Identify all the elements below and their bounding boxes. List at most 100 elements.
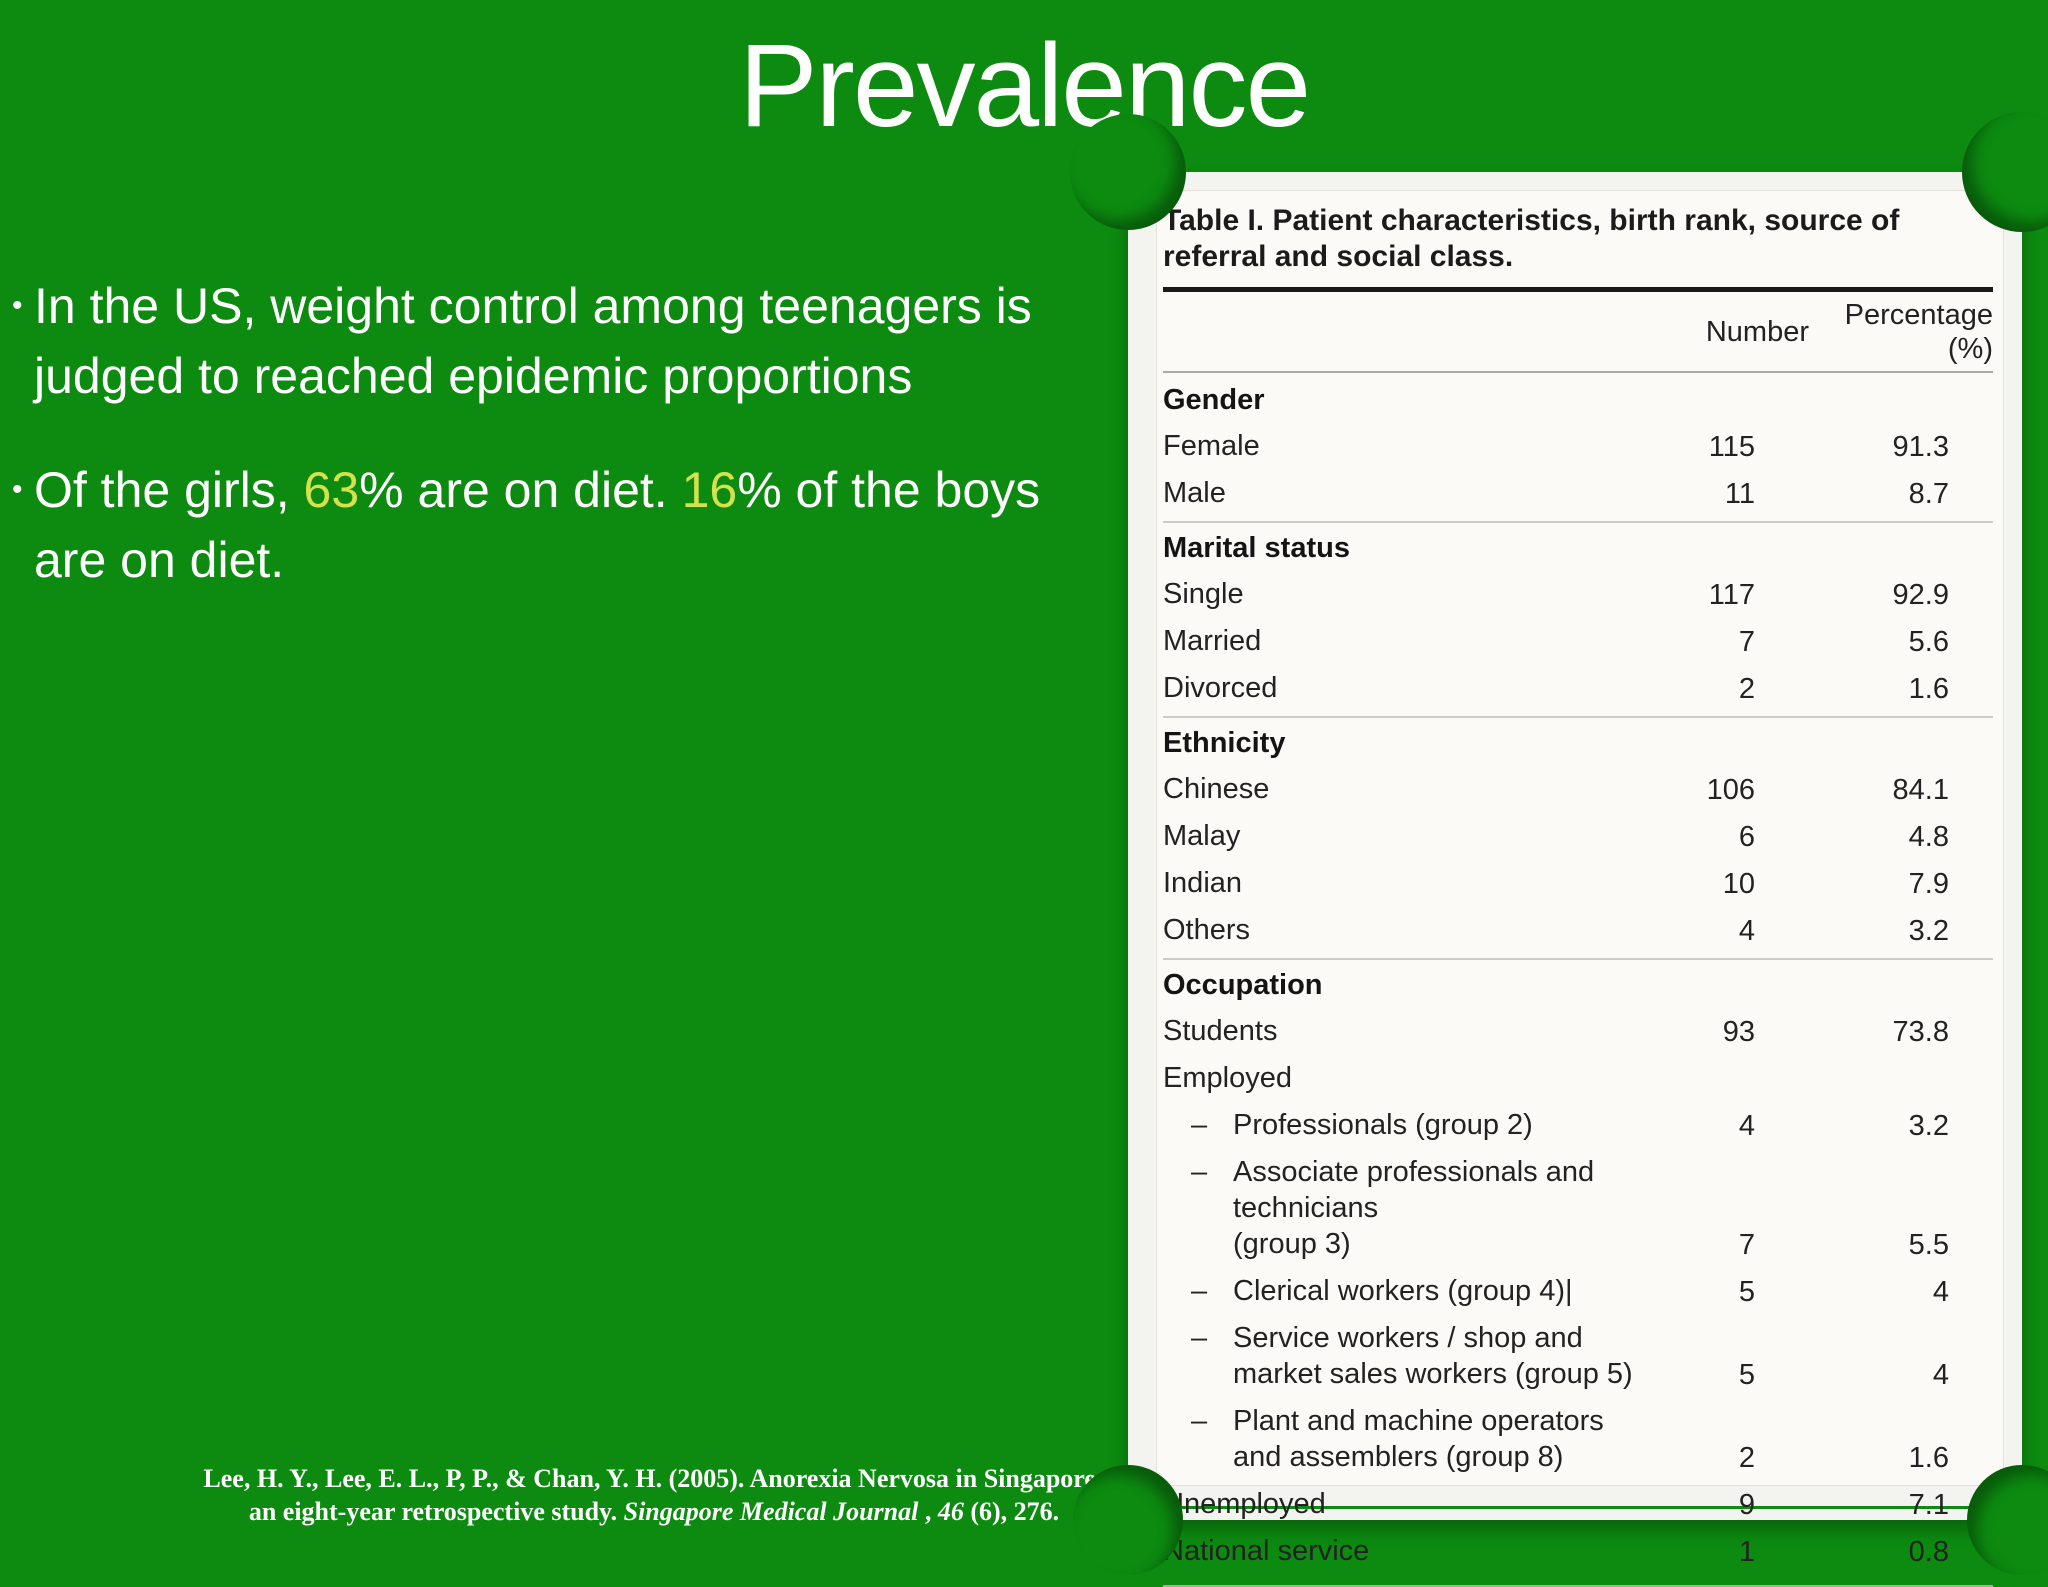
row-percentage: 8.7 [1908,478,1949,510]
row-label: Female [1163,430,1260,462]
row-number: 10 [1722,868,1755,900]
row-percentage: 91.3 [1892,431,1949,463]
row-label-line2: and assemblers (group 8) [1233,1441,1564,1473]
bullet-item-2: • Of the girls, 63% are on diet. 16% of … [12,455,1112,595]
row-number: 7 [1738,626,1755,658]
table-row: Male 11 8.7 [1163,470,1993,517]
curled-corner-top-right [1962,112,2048,232]
row-percentage: 73.8 [1892,1016,1949,1048]
curled-corner-bottom-left [1073,1465,1183,1575]
section-ethnicity: Ethnicity Chinese 106 84.1 Malay 6 4.8 I… [1163,716,1993,958]
row-number: 1 [1738,1536,1755,1568]
table-row: Married 7 5.6 [1163,618,1993,665]
row-percentage: 7.9 [1908,868,1949,900]
table-row: Chinese 106 84.1 [1163,766,1993,813]
bullet2-post: % of the boys are on diet. [34,462,1041,588]
table-row: Unemployed 9 7.1 [1163,1481,1993,1528]
row-percentage: 4.8 [1908,821,1949,853]
row-number: 5 [1738,1359,1755,1391]
page-title: Prevalence [738,20,1311,152]
section-header: Marital status [1163,532,1350,564]
row-label-line1: Associate professionals and technicians [1233,1156,1595,1224]
row-label: Students [1163,1015,1278,1047]
citation-line2-pre: an eight-year retrospective study. [248,1497,624,1526]
section-header: Gender [1163,384,1265,416]
row-percentage: 92.9 [1892,579,1949,611]
row-label: Plant and machine operators and assembler… [1233,1403,1651,1475]
table-row: – Service workers / shop and market sales… [1163,1315,1993,1398]
bullet-text: In the US, weight control among teenager… [34,278,1032,404]
row-number: 2 [1738,673,1755,705]
row-number: 5 [1738,1276,1755,1308]
row-number: 117 [1708,579,1755,611]
row-label: Malay [1163,820,1241,852]
frame-bottom-line [1140,1506,2010,1509]
row-label: National service [1163,1535,1370,1567]
row-number: 115 [1708,431,1755,463]
row-number: 9 [1738,1489,1755,1521]
dash-icon: – [1191,1156,1208,1188]
row-percentage: 1.6 [1908,1442,1949,1474]
row-percentage: 84.1 [1892,774,1949,806]
section-header: Occupation [1163,969,1323,1001]
table-figure: Table I. Patient characteristics, birth … [1070,112,2048,1587]
citation-line1: Lee, H. Y., Lee, E. L., P, P., & Chan, Y… [203,1464,1105,1493]
row-label: Chinese [1163,773,1270,805]
citation-line2: an eight-year retrospective study. Singa… [249,1497,1059,1526]
citation-line2-post: (6), 276. [963,1497,1060,1526]
dash-icon: – [1191,1109,1208,1141]
table-row: – Clerical workers (group 4)| 5 4 [1163,1268,1993,1315]
row-percentage: 4 [1932,1276,1949,1308]
highlight-girls-pct: 63 [303,462,360,518]
dash-icon: – [1191,1405,1208,1437]
bullet2-mid: % are on diet. [359,462,682,518]
citation-journal: Singapore Medical Journal [623,1497,919,1526]
row-label: Service workers / shop and market sales w… [1233,1320,1651,1392]
section-gender: Gender Female 115 91.3 Male 11 8.7 [1163,373,1993,521]
bullet-list: • In the US, weight control among teenag… [12,271,1112,595]
row-percentage: 5.6 [1908,626,1949,658]
bullet-item-1: • In the US, weight control among teenag… [12,271,1112,411]
table-row: Others 4 3.2 [1163,907,1993,954]
table-row: Female 115 91.3 [1163,423,1993,470]
table-row: Indian 10 7.9 [1163,860,1993,907]
rule-thin [1163,371,1993,373]
row-label: Employed [1163,1062,1292,1094]
row-label: Male [1163,477,1226,509]
row-label: Indian [1163,867,1243,899]
table-row: Students 93 73.8 [1163,1008,1993,1055]
row-percentage: 1.6 [1908,673,1949,705]
row-label-line1: Service workers / shop and [1233,1322,1583,1354]
column-header-percentage: Percentage (%) [1844,299,1993,365]
table-row: Single 117 92.9 [1163,571,1993,618]
highlight-boys-pct: 16 [681,462,738,518]
row-label: Associate professionals and technicians (… [1233,1154,1651,1262]
row-label: Unemployed [1163,1488,1326,1520]
bullet-icon: • [12,473,23,506]
row-label: Married [1163,625,1262,657]
row-number: 7 [1738,1229,1755,1261]
row-percentage: 3.2 [1908,915,1949,947]
section-occupation: Occupation Students 93 73.8 Employed – P… [1163,958,1993,1579]
bullet-text: Of the girls, 63% are on diet. 16% of th… [34,455,1112,595]
rule-thick [1163,287,1993,292]
row-number: 11 [1724,478,1755,510]
table-row: – Professionals (group 2) 4 3.2 [1163,1102,1993,1149]
row-percentage: 3.2 [1908,1110,1949,1142]
row-label-line2: (group 3) [1233,1228,1351,1260]
dash-icon: – [1191,1275,1208,1307]
section-marital-status: Marital status Single 117 92.9 Married 7… [1163,521,1993,716]
column-header-number: Number [1705,316,1809,348]
curled-corner-top-left [1070,114,1186,230]
citation-line2-mid: , [918,1497,938,1526]
row-label: Divorced [1163,672,1278,704]
row-number: 2 [1738,1442,1755,1474]
table-header-row: Number Percentage (%) [1163,292,1993,371]
row-label: Others [1163,914,1251,946]
row-label: Single [1163,578,1244,610]
row-label-line2: market sales workers (group 5) [1233,1358,1633,1390]
table-row: Divorced 2 1.6 [1163,665,1993,712]
table-row: Employed [1163,1055,1993,1102]
row-number: 93 [1722,1016,1755,1048]
row-percentage: 7.1 [1908,1489,1949,1521]
